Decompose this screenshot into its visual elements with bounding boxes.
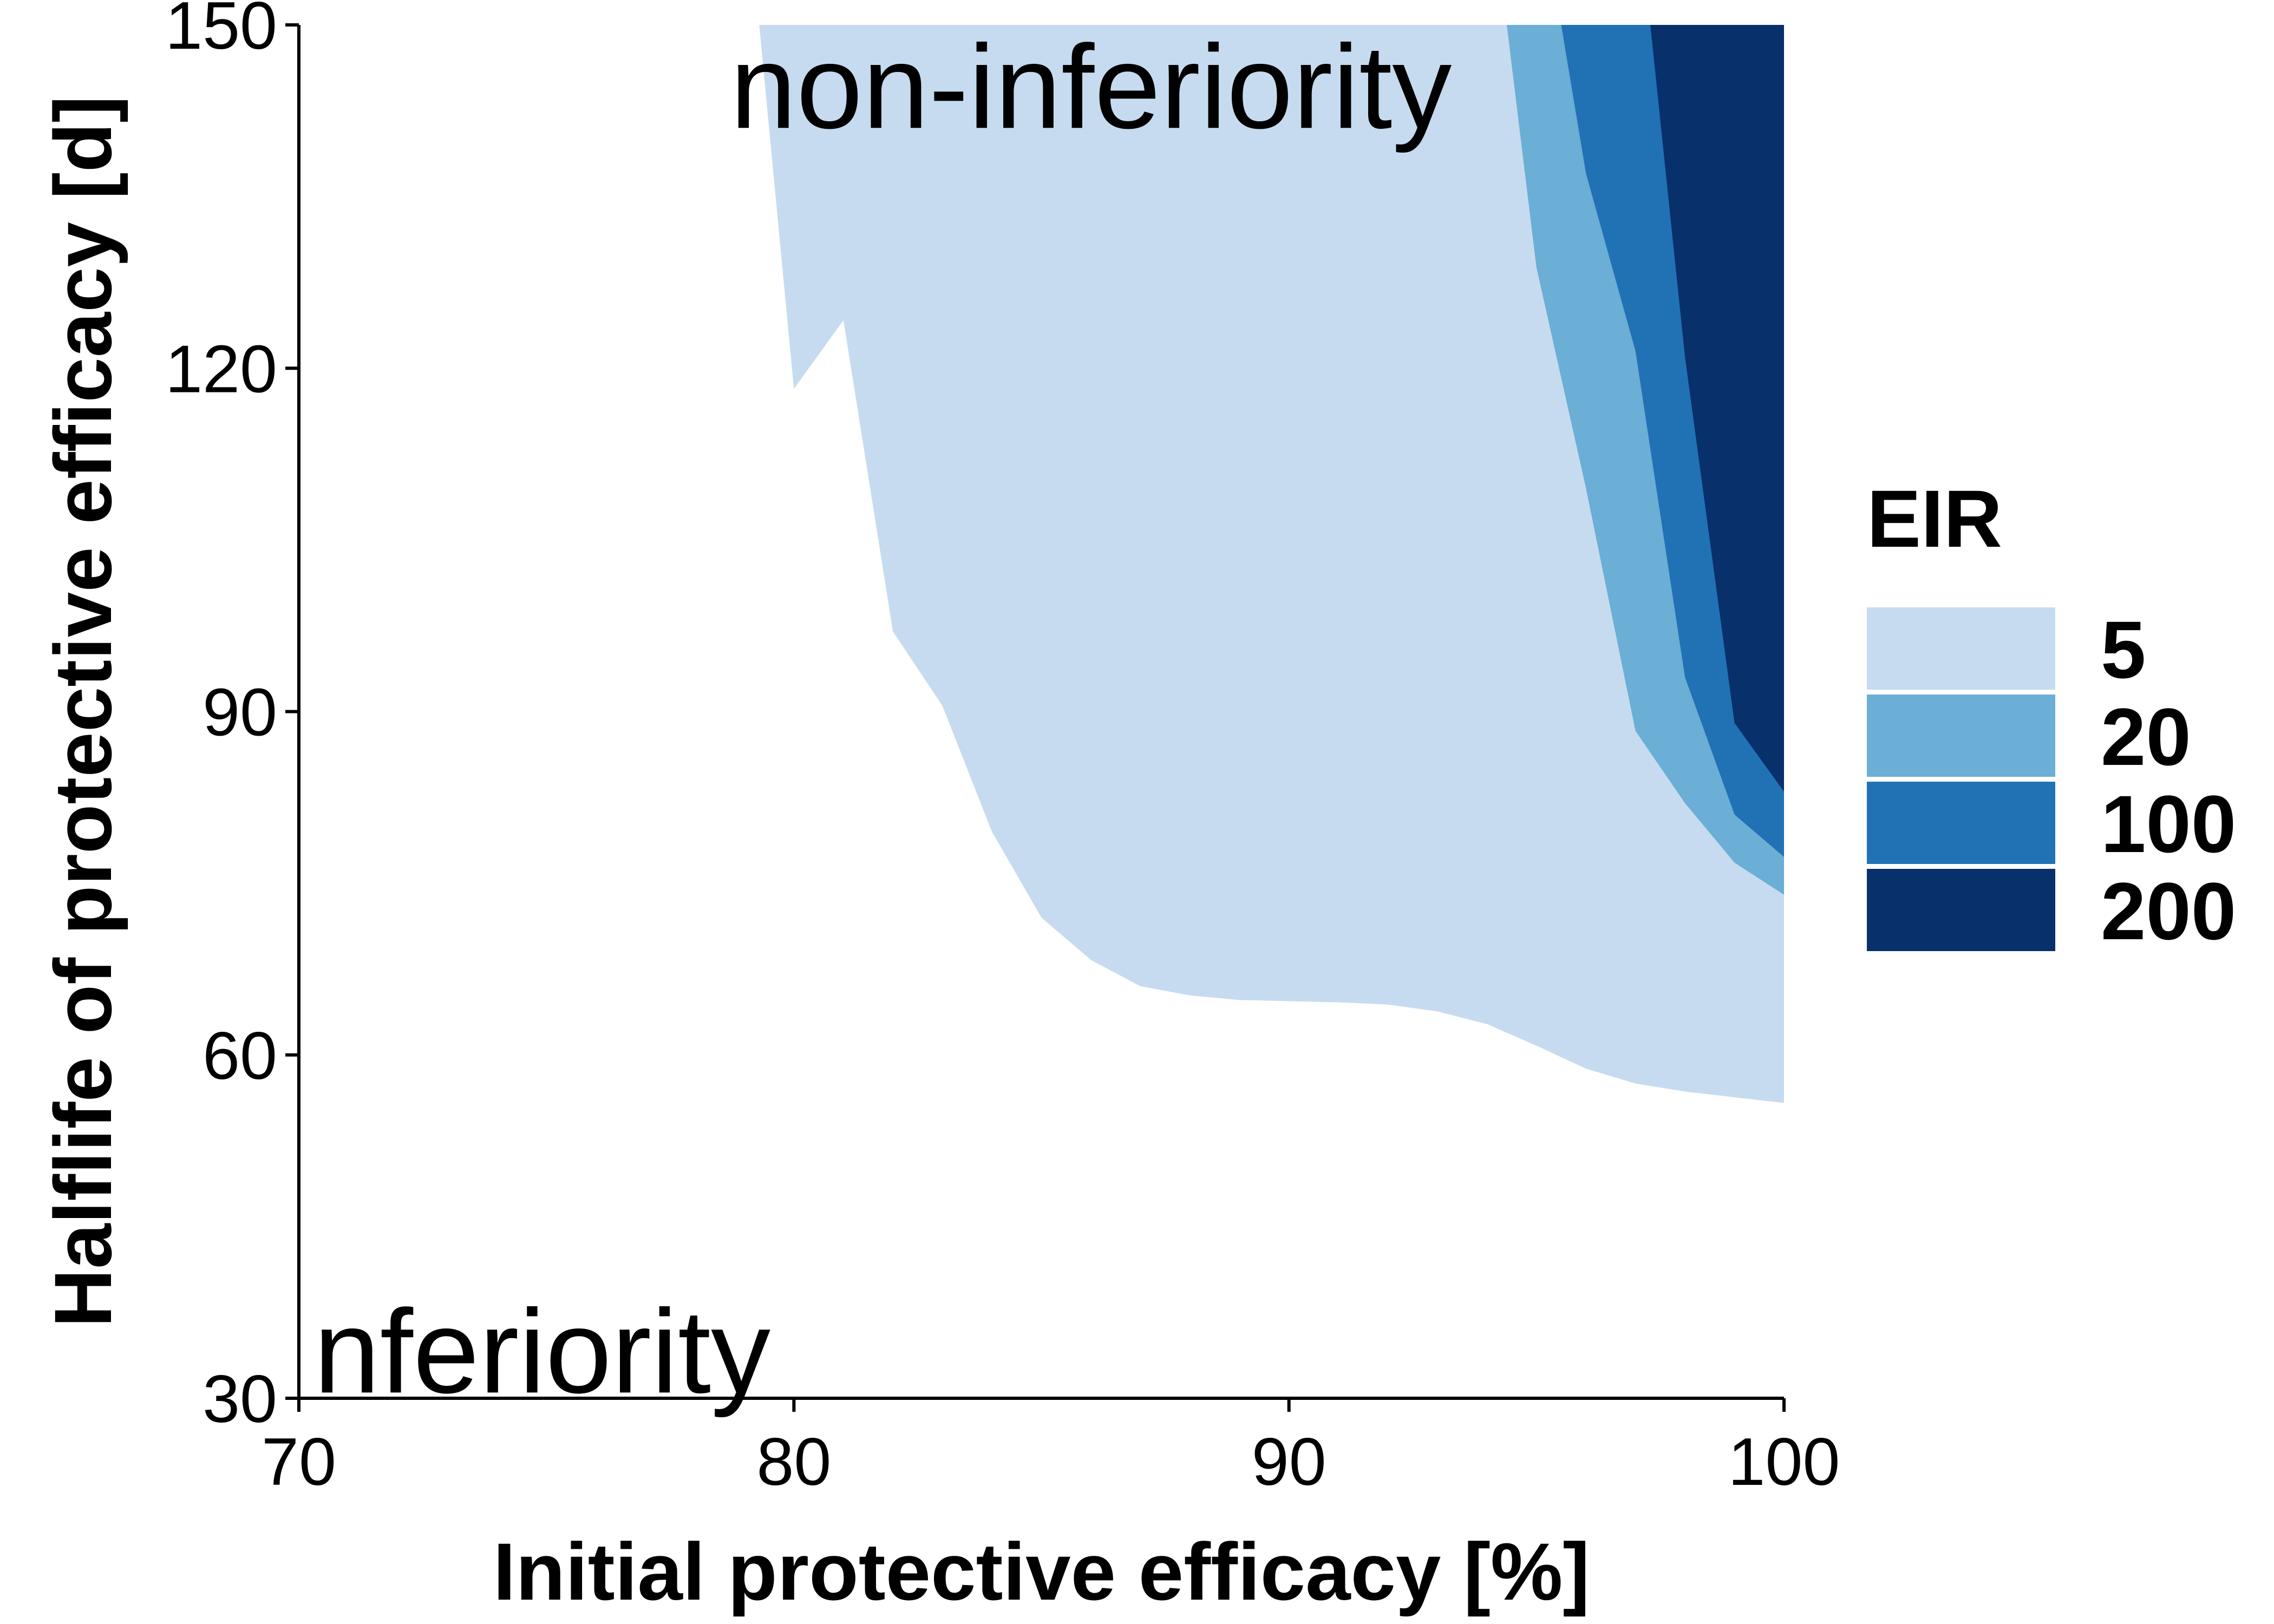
legend-key-20 — [1867, 695, 2055, 777]
y-axis-title: Halflife of protective efficacy [d] — [37, 96, 128, 1328]
region-eir-5 — [759, 25, 1784, 1103]
legend-key-200 — [1867, 869, 2055, 951]
axes: 70 80 90 100 30 60 90 120 150 Initial protective … — [37, 0, 1840, 1617]
x-tick-label: 80 — [756, 1425, 831, 1499]
annotation-inferiority: nferiority — [313, 1285, 770, 1418]
region-annotations: non-inferiority nferiority — [313, 20, 1452, 1418]
y-tick-label: 120 — [165, 332, 277, 407]
legend-label: 20 — [2101, 691, 2191, 782]
annotation-non-inferiority: non-inferiority — [730, 20, 1452, 153]
y-tick-label: 90 — [202, 676, 277, 750]
legend-label: 100 — [2101, 778, 2236, 869]
legend-label: 5 — [2101, 604, 2146, 695]
x-tick-label: 90 — [1252, 1425, 1327, 1499]
x-tick-label: 100 — [1728, 1425, 1840, 1499]
efficacy-regions — [759, 25, 1784, 1103]
legend-key-100 — [1867, 782, 2055, 864]
legend-label: 200 — [2101, 866, 2236, 957]
y-tick-label: 30 — [202, 1362, 277, 1437]
legend-key-5 — [1867, 607, 2055, 690]
region-eir-200 — [1650, 25, 1784, 792]
x-axis-title: Initial protective efficacy [%] — [493, 1526, 1590, 1617]
y-tick-label: 150 — [165, 0, 277, 63]
legend-title: EIR — [1867, 473, 2002, 564]
y-tick-label: 60 — [202, 1019, 277, 1093]
x-tick-label: 70 — [262, 1425, 336, 1499]
